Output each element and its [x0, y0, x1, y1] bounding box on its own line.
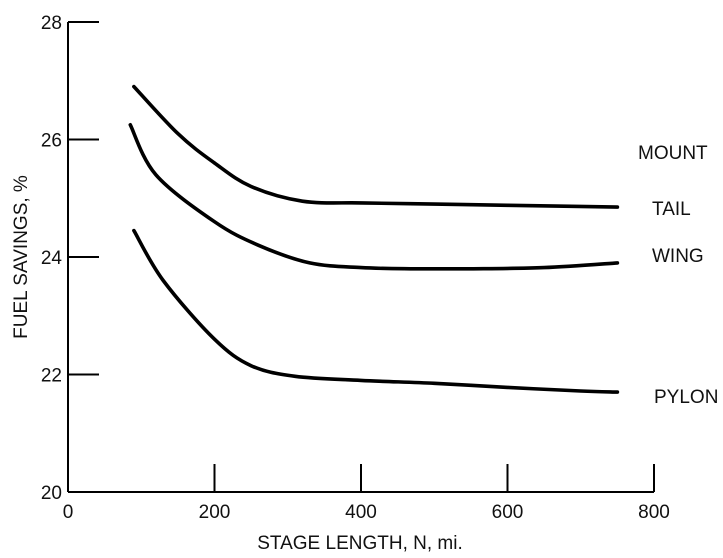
x-tick-label-400: 400: [345, 502, 377, 523]
y-tick-label-20: 20: [41, 483, 62, 504]
series-label-wing: WING: [652, 246, 704, 267]
y-axis-title: FUEL SAVINGS, %: [11, 175, 32, 339]
x-tick-label-0: 0: [63, 502, 74, 523]
series-curves: [128, 84, 620, 394]
y-tick-label-28: 28: [41, 13, 62, 34]
y-tick-label-24: 24: [41, 248, 63, 269]
x-tick-label-800: 800: [638, 502, 670, 523]
axes: [67, 22, 654, 493]
x-tick-label-600: 600: [492, 502, 524, 523]
x-ticks: 0 200 400 600 800: [63, 464, 670, 523]
series-label-pylon: PYLON: [654, 387, 718, 408]
x-tick-label-200: 200: [199, 502, 231, 523]
y-ticks: 20 22 24 26 28: [41, 13, 99, 504]
series-line-pylon: [132, 228, 620, 394]
series-line-wing: [128, 123, 620, 271]
legend-heading: MOUNT: [638, 143, 708, 164]
series-label-tail: TAIL: [652, 199, 691, 220]
y-tick-label-22: 22: [41, 366, 62, 387]
series-line-tail: [132, 84, 620, 209]
x-axis-title: STAGE LENGTH, N, mi.: [257, 533, 463, 554]
y-tick-label-26: 26: [41, 131, 62, 152]
